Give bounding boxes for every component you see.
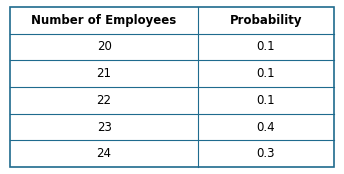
Text: 21: 21	[97, 67, 111, 80]
Text: 0.1: 0.1	[257, 94, 275, 107]
Text: Probability: Probability	[229, 14, 302, 27]
Text: 0.1: 0.1	[257, 41, 275, 53]
Text: 0.3: 0.3	[257, 147, 275, 160]
Text: 20: 20	[97, 41, 111, 53]
Text: Number of Employees: Number of Employees	[31, 14, 177, 27]
Text: 0.1: 0.1	[257, 67, 275, 80]
Text: 24: 24	[97, 147, 111, 160]
Text: 0.4: 0.4	[257, 121, 275, 133]
Text: 23: 23	[97, 121, 111, 133]
Text: 22: 22	[97, 94, 111, 107]
